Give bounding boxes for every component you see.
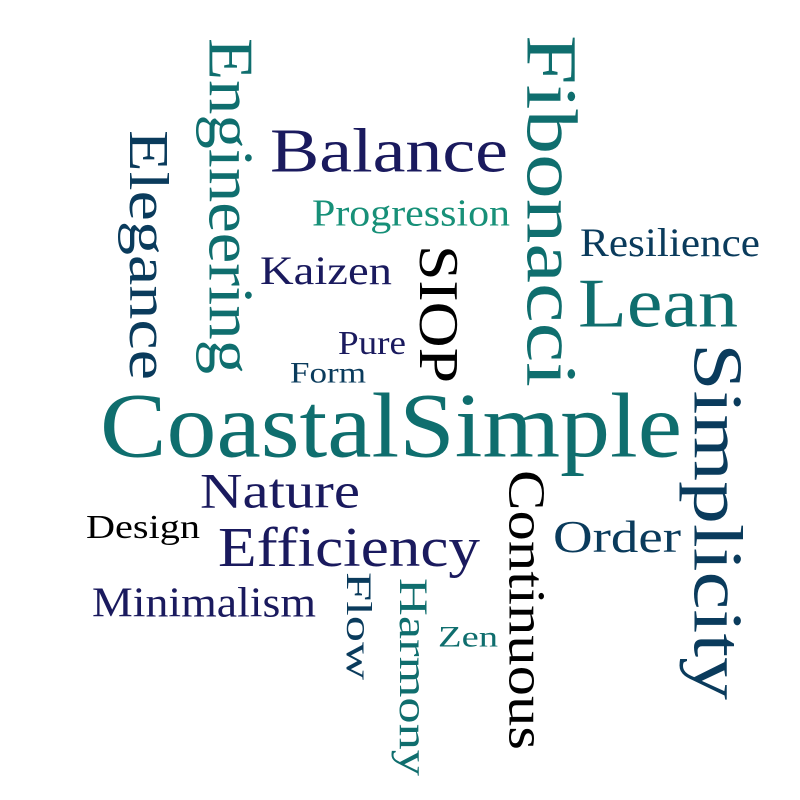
word-continuous: Continuous bbox=[497, 470, 556, 750]
word-lean: Lean bbox=[578, 263, 738, 342]
word-siop: SIOP bbox=[407, 245, 470, 383]
word-efficiency: Efficiency bbox=[218, 516, 480, 579]
word-progression: Progression bbox=[312, 191, 510, 234]
word-simplicity: Simplicity bbox=[679, 343, 758, 700]
word-order: Order bbox=[553, 511, 681, 563]
word-flow: Flow bbox=[338, 572, 379, 680]
word-pure: Pure bbox=[338, 323, 406, 362]
word-balance: Balance bbox=[270, 116, 508, 186]
word-fibonacci: Fibonacci bbox=[511, 35, 592, 387]
word-kaizen: Kaizen bbox=[260, 249, 392, 294]
word-coastalsimple: CoastalSimple bbox=[100, 374, 682, 477]
word-form: Form bbox=[290, 355, 366, 390]
word-minimalism: Minimalism bbox=[92, 579, 316, 627]
word-resilience: Resilience bbox=[580, 221, 760, 266]
word-zen: Zen bbox=[438, 619, 498, 654]
word-elegance: Elegance bbox=[117, 130, 180, 380]
word-harmony: Harmony bbox=[390, 578, 435, 776]
word-engineering: Engineering bbox=[195, 38, 266, 374]
word-design: Design bbox=[86, 507, 200, 546]
word-nature: Nature bbox=[200, 462, 360, 519]
